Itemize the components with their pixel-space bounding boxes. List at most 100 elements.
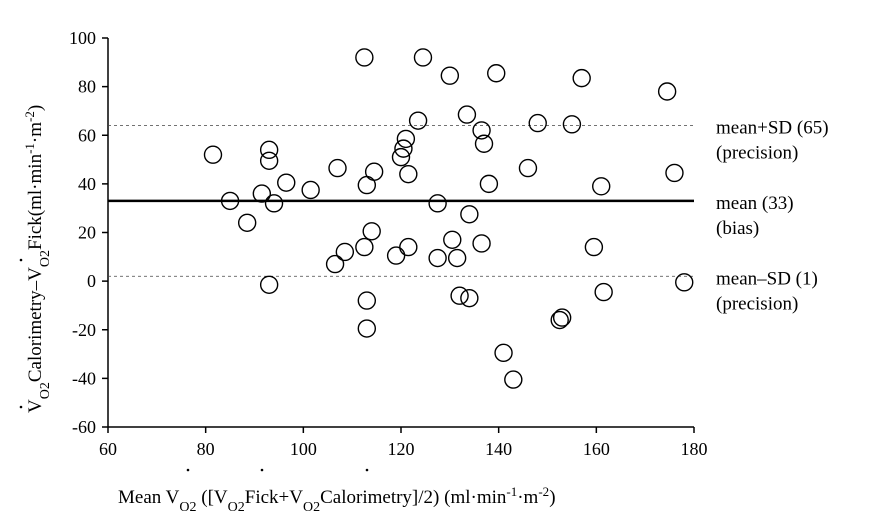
x-tick-label: 80 bbox=[197, 439, 215, 459]
data-point bbox=[460, 288, 479, 308]
data-point bbox=[237, 213, 257, 232]
x-tick-label: 120 bbox=[388, 439, 415, 459]
data-point bbox=[428, 194, 447, 213]
data-point bbox=[252, 184, 272, 203]
xlabel-sup: -1 bbox=[506, 484, 517, 499]
data-point bbox=[665, 163, 684, 183]
y-tick-label: 80 bbox=[78, 77, 96, 97]
data-point bbox=[472, 121, 491, 140]
x-tick-label: 100 bbox=[290, 439, 317, 459]
xlabel-part: ·m bbox=[517, 487, 538, 508]
data-point bbox=[386, 246, 406, 265]
data-point bbox=[474, 134, 494, 153]
ylabel-part: ) bbox=[25, 105, 46, 111]
data-point bbox=[203, 145, 223, 164]
data-point bbox=[675, 273, 694, 292]
reference-label-line1: mean–SD (1) bbox=[716, 268, 818, 289]
y-tick-label: -60 bbox=[72, 417, 96, 437]
xlabel-sub: O2 bbox=[179, 500, 196, 515]
data-point bbox=[335, 242, 355, 262]
data-point bbox=[259, 151, 279, 170]
data-point bbox=[428, 248, 447, 268]
reference-line-labels: mean+SD (65) (precision) mean (33) (bias) me… bbox=[716, 118, 829, 315]
xlabel-sub: O2 bbox=[303, 500, 320, 515]
y-tick-label: 20 bbox=[78, 223, 96, 243]
data-point bbox=[447, 248, 467, 268]
data-point bbox=[552, 308, 572, 327]
ylabel-sub: O2 bbox=[38, 382, 53, 399]
xlabel-sub: O2 bbox=[228, 500, 245, 515]
axes bbox=[107, 38, 694, 428]
ylabel-sup: -2 bbox=[22, 111, 37, 122]
reference-label-line1: mean (33) bbox=[716, 193, 794, 214]
data-point bbox=[550, 310, 569, 330]
data-point bbox=[301, 180, 320, 200]
data-point bbox=[355, 48, 374, 67]
x-tick-label: 60 bbox=[99, 439, 117, 459]
data-point bbox=[328, 158, 347, 178]
data-point bbox=[494, 343, 513, 363]
data-point bbox=[396, 129, 416, 149]
x-axis-ticks: 60 80 100 120 140 160 180 bbox=[99, 427, 708, 459]
data-point bbox=[487, 64, 506, 83]
data-point bbox=[277, 173, 296, 192]
data-point bbox=[450, 286, 469, 305]
xlabel-part: Fick+V bbox=[245, 487, 303, 508]
data-point bbox=[399, 164, 418, 184]
data-point bbox=[457, 105, 477, 124]
data-point bbox=[472, 234, 491, 253]
data-point bbox=[479, 174, 499, 194]
xlabel-part: ([V bbox=[197, 487, 228, 508]
x-tick-label: 160 bbox=[583, 439, 610, 459]
data-point bbox=[528, 113, 547, 133]
ylabel-sub: O2 bbox=[38, 250, 53, 267]
xlabel-part: Calorimetry]/2) (ml·min bbox=[320, 487, 507, 508]
data-point bbox=[259, 140, 279, 160]
y-tick-label: 0 bbox=[87, 271, 96, 291]
y-tick-label: -40 bbox=[72, 368, 96, 388]
ylabel-part: Calorimetry–V bbox=[25, 267, 46, 382]
data-point bbox=[357, 319, 377, 338]
ylabel-part: V bbox=[25, 399, 46, 413]
data-point bbox=[259, 275, 279, 294]
y-tick-label: 60 bbox=[78, 125, 96, 145]
data-point bbox=[325, 254, 345, 274]
data-point bbox=[584, 237, 604, 257]
data-point bbox=[408, 111, 428, 130]
data-point bbox=[399, 237, 418, 257]
data-point bbox=[264, 194, 284, 213]
y-axis-label: VO2Calorimetry–VO2Fick(ml·min-1·m-2) bbox=[22, 105, 53, 413]
x-label-dots bbox=[186, 468, 369, 472]
data-point bbox=[443, 230, 462, 249]
reference-label-line1: mean+SD (65) bbox=[716, 118, 829, 139]
data-point bbox=[357, 175, 377, 195]
data-point bbox=[657, 82, 677, 101]
reference-lines bbox=[108, 125, 694, 277]
data-point bbox=[572, 68, 591, 88]
data-points bbox=[203, 48, 694, 389]
data-point bbox=[220, 191, 240, 211]
x-axis-label: Mean VO2 ([VO2Fick+VO2Calorimetry]/2) (m… bbox=[118, 484, 556, 515]
data-point bbox=[364, 162, 384, 181]
xlabel-sup: -2 bbox=[538, 484, 549, 499]
data-point bbox=[592, 177, 611, 196]
data-point bbox=[362, 222, 381, 241]
y-tick-label: 100 bbox=[69, 28, 96, 48]
ylabel-part: ·m bbox=[25, 122, 46, 143]
reference-label-line2: (precision) bbox=[716, 293, 798, 314]
data-point bbox=[518, 158, 538, 178]
x-tick-label: 140 bbox=[485, 439, 512, 459]
reference-label-line2: (precision) bbox=[716, 143, 798, 164]
xlabel-part: ) bbox=[549, 487, 555, 508]
data-point bbox=[594, 282, 613, 302]
data-point bbox=[357, 291, 377, 310]
ylabel-part: Fick(ml·min bbox=[25, 153, 46, 250]
data-point bbox=[562, 115, 582, 134]
y-axis-ticks: -60 -40 -20 0 20 40 60 80 100 bbox=[69, 28, 108, 437]
data-point bbox=[355, 237, 374, 257]
xlabel-part: Mean V bbox=[118, 487, 180, 508]
y-tick-label: 40 bbox=[78, 174, 96, 194]
data-point bbox=[391, 147, 411, 167]
reference-label-line2: (bias) bbox=[716, 218, 759, 239]
ylabel-sup: -1 bbox=[22, 143, 37, 154]
